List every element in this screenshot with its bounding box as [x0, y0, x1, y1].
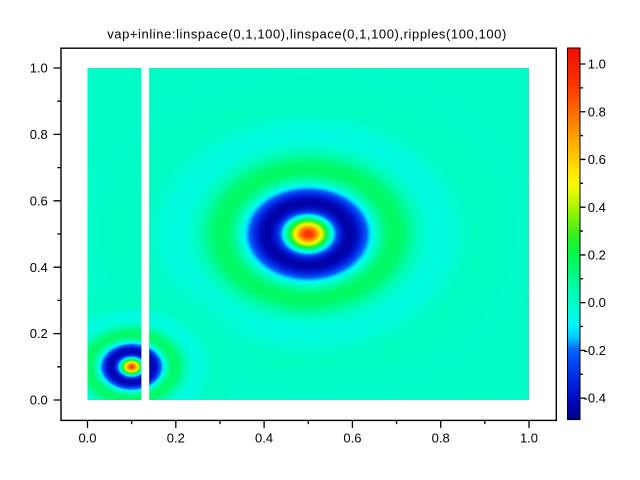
svg-text:0.2: 0.2	[588, 248, 606, 263]
svg-text:0.4: 0.4	[588, 200, 606, 215]
svg-text:0.0: 0.0	[78, 431, 96, 446]
svg-text:-0.2: -0.2	[584, 343, 606, 358]
svg-text:vap+inline:linspace(0,1,100),l: vap+inline:linspace(0,1,100),linspace(0,…	[107, 27, 507, 42]
svg-text:0.4: 0.4	[255, 431, 273, 446]
svg-text:0.6: 0.6	[343, 431, 361, 446]
svg-text:0.8: 0.8	[432, 431, 450, 446]
svg-text:-0.4: -0.4	[584, 391, 606, 406]
svg-text:0.2: 0.2	[30, 326, 48, 341]
svg-text:1.0: 1.0	[588, 57, 606, 72]
svg-text:0.0: 0.0	[30, 393, 48, 408]
svg-text:0.4: 0.4	[30, 260, 48, 275]
svg-text:1.0: 1.0	[30, 61, 48, 76]
svg-text:0.8: 0.8	[588, 104, 606, 119]
svg-text:0.8: 0.8	[30, 127, 48, 142]
svg-text:0.2: 0.2	[167, 431, 185, 446]
svg-text:0.6: 0.6	[588, 152, 606, 167]
svg-text:1.0: 1.0	[520, 431, 538, 446]
svg-text:0.6: 0.6	[30, 193, 48, 208]
svg-text:0.0: 0.0	[588, 295, 606, 310]
